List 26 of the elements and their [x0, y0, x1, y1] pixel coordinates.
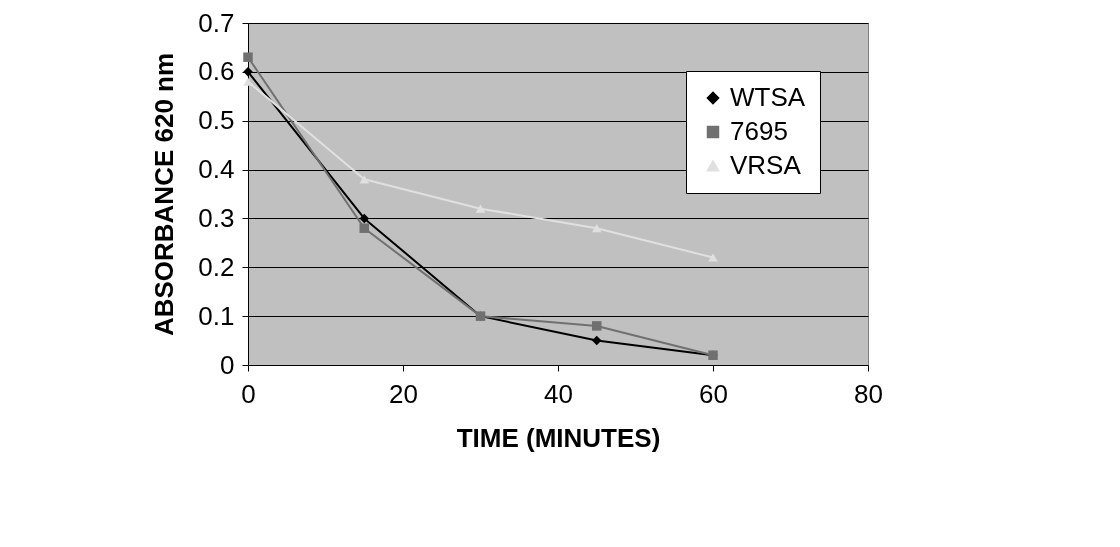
- point: [243, 52, 253, 62]
- x-tick-label: 60: [699, 378, 728, 409]
- y-tick-label: 0: [220, 349, 235, 380]
- x-tick-label: 0: [241, 378, 256, 409]
- legend-label: 7695: [730, 116, 788, 146]
- y-tick-label: 0.6: [198, 56, 235, 87]
- point: [359, 223, 369, 233]
- point: [359, 213, 369, 224]
- x-axis-title: TIME (MINUTES): [456, 422, 661, 453]
- y-tick-label: 0.4: [198, 154, 235, 185]
- y-tick-label: 0.3: [198, 202, 235, 233]
- y-tick-label: 0.5: [198, 105, 235, 136]
- x-tick-label: 80: [854, 378, 883, 409]
- point: [708, 253, 718, 262]
- legend-label: WTSA: [730, 82, 806, 112]
- x-tick-label: 20: [389, 378, 418, 409]
- y-tick-label: 0.7: [198, 7, 235, 38]
- legend-label: VRSA: [730, 150, 802, 180]
- x-tick-label: 40: [544, 378, 573, 409]
- point: [475, 204, 486, 213]
- point: [592, 321, 602, 331]
- point: [592, 335, 602, 346]
- y-tick-label: 0.1: [198, 300, 235, 331]
- point: [592, 224, 602, 233]
- y-tick-label: 0.2: [198, 251, 235, 282]
- y-axis-title: ABSORBANCE 620 nm: [149, 52, 180, 337]
